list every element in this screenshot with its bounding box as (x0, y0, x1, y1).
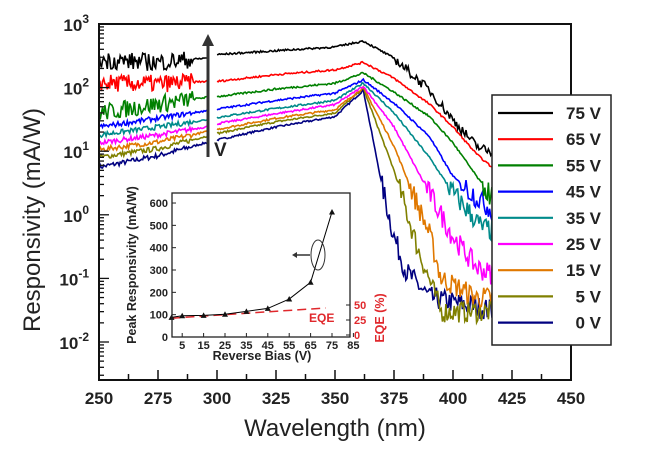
x-tick-label: 375 (380, 389, 408, 408)
x-tick-label: 325 (262, 389, 290, 408)
inset-y-tick-label: 500 (150, 220, 168, 232)
y-tick-label: 101 (63, 139, 89, 162)
inset-frame (171, 192, 351, 338)
inset-y-tick-label: 100 (150, 310, 168, 322)
x-tick-label: 450 (557, 389, 585, 408)
legend-label: 15 V (566, 261, 602, 280)
x-axis-label: Wavelength (nm) (244, 415, 426, 442)
inset-y2-tick-label: 50 (354, 300, 366, 312)
series-line-65v (98, 60, 497, 171)
y-tick-label: 102 (63, 76, 89, 99)
series-line-35v (98, 81, 501, 243)
x-tick-label: 275 (144, 389, 172, 408)
series-line-45v (98, 77, 501, 221)
inset-y2-tick-label: 0 (354, 330, 360, 342)
legend-item: 35 V (498, 209, 602, 228)
inset-x-tick-label: 85 (347, 340, 359, 352)
inset-x-axis-label: Reverse Bias (V) (213, 349, 312, 363)
inset-x-tick-label: 25 (219, 340, 231, 352)
inset-y-tick-label: 600 (150, 198, 168, 210)
eqe-annotation: EQE (309, 311, 334, 325)
legend-item: 15 V (498, 261, 602, 280)
peak-responsivity-point (286, 296, 293, 302)
inset-y2-tick-label: 25 (354, 315, 366, 327)
x-tick-label: 425 (498, 389, 526, 408)
y-tick-label: 100 (63, 203, 89, 226)
series-line-15v (98, 85, 501, 308)
y-tick-label: 103 (63, 12, 89, 35)
inset-y-tick-label: 0 (162, 332, 168, 344)
legend: 75 V 65 V 55 V 45 V 35 V 25 V 15 V 5 V 0 V (498, 104, 602, 333)
x-tick-label: 350 (321, 389, 349, 408)
legend-label: 35 V (566, 209, 602, 228)
inset-y-tick-label: 400 (150, 243, 168, 255)
legend-box (491, 94, 612, 346)
legend-label: 5 V (575, 287, 601, 306)
series-line-75v (98, 39, 497, 159)
y-axis-label: Responsivity (mA/W) (19, 108, 46, 332)
increasing-voltage-arrow-icon (202, 34, 214, 157)
inset-x-tick-label: 35 (240, 340, 252, 352)
inset-x-tick-label: 5 (179, 340, 185, 352)
peak-responsivity-point (243, 308, 250, 314)
legend-item: 55 V (498, 156, 602, 175)
inset-x-tick-label: 75 (326, 340, 338, 352)
legend-item: 45 V (498, 183, 602, 202)
legend-item: 0 V (498, 314, 602, 333)
legend-label: 0 V (575, 314, 601, 333)
inset-x-tick-label: 65 (304, 340, 316, 352)
voltage-arrow-label: V (214, 140, 227, 161)
legend-item: 5 V (498, 287, 602, 306)
y-tick-label: 10-1 (59, 266, 89, 289)
inset-x-tick-label: 15 (197, 340, 209, 352)
y-tick-labels: 103 102 101 100 10-1 10-2 (59, 12, 89, 353)
legend-label: 45 V (566, 183, 602, 202)
legend-item: 75 V (498, 104, 602, 123)
left-arrow-icon (292, 252, 310, 258)
main-curves (98, 39, 501, 326)
y-tick-label: 10-2 (59, 330, 89, 353)
peak-responsivity-point (222, 311, 228, 317)
legend-item: 25 V (498, 235, 602, 254)
series-line-5v (98, 85, 501, 326)
peak-responsivity-point (200, 312, 207, 318)
series-line-55v (98, 71, 501, 205)
legend-item: 65 V (498, 130, 602, 149)
x-tick-label: 400 (439, 389, 467, 408)
legend-label: 65 V (566, 130, 602, 149)
series-line-25v (98, 86, 501, 288)
peak-responsivity-point (329, 208, 335, 215)
peak-responsivity-point (307, 279, 314, 285)
peak-responsivity-point (179, 312, 186, 319)
highlight-ellipse (310, 239, 326, 271)
x-tick-label: 250 (85, 389, 113, 408)
inset-y2-axis-label: EQE (%) (373, 293, 387, 342)
series-line-0v (98, 87, 501, 322)
inset-y-tick-label: 300 (150, 265, 168, 277)
legend-label: 75 V (566, 104, 602, 123)
legend-label: 25 V (566, 235, 602, 254)
x-tick-label: 300 (203, 389, 231, 408)
peak-responsivity-point (264, 305, 271, 311)
inset-x-tick-label: 45 (262, 340, 274, 352)
main-axis-ticks (98, 26, 572, 380)
inset-y-axis-label: Peak Responsivity (mA/W) (125, 186, 139, 344)
inset-x-tick-label: 55 (283, 340, 295, 352)
x-tick-labels: 250 275 300 325 350 375 400 425 450 (85, 389, 585, 408)
legend-label: 55 V (566, 156, 602, 175)
inset-y-tick-label: 200 (150, 287, 168, 299)
